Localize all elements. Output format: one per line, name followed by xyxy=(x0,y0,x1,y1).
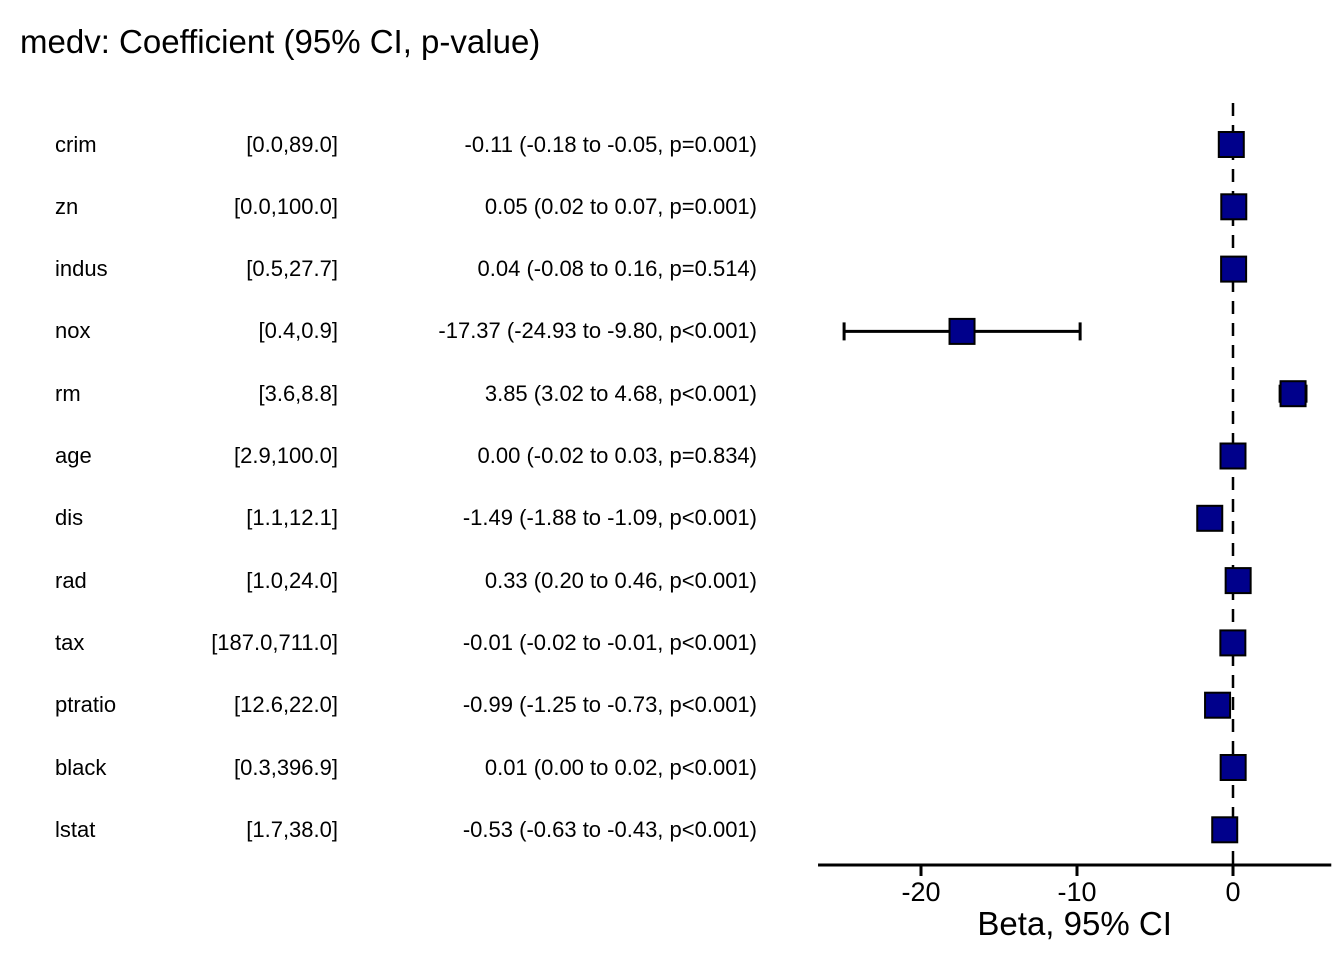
effect-estimate-square xyxy=(1219,629,1247,657)
effect-estimate-square xyxy=(1224,567,1252,595)
x-axis-tick-label: -20 xyxy=(901,877,941,907)
row-estimate-label: -0.99 (-1.25 to -0.73, p<0.001) xyxy=(462,692,757,718)
row-variable-label: black xyxy=(55,754,107,780)
row-range-label: [12.6,22.0] xyxy=(234,692,338,718)
row-variable-label: crim xyxy=(55,131,97,157)
x-axis-tick-label: -10 xyxy=(1057,877,1097,907)
row-range-label: [1.7,38.0] xyxy=(246,816,338,842)
figure-title: medv: Coefficient (95% CI, p-value) xyxy=(20,23,541,60)
row-variable-label: rad xyxy=(55,567,87,593)
row-range-label: [1.1,12.1] xyxy=(246,505,338,531)
effect-estimate-square xyxy=(1219,442,1247,470)
row-variable-label: dis xyxy=(55,505,84,531)
row-variable-label: tax xyxy=(55,629,85,655)
effect-estimate-square xyxy=(1220,193,1248,221)
row-estimate-label: -0.11 (-0.18 to -0.05, p=0.001) xyxy=(464,131,758,157)
row-estimate-label: 0.33 (0.20 to 0.46, p<0.001) xyxy=(484,567,757,593)
x-axis-tick-label: 0 xyxy=(1225,877,1241,907)
row-variable-label: zn xyxy=(55,193,79,219)
row-estimate-label: 0.00 (-0.02 to 0.03, p=0.834) xyxy=(477,443,757,468)
row-estimate-label: 0.01 (0.00 to 0.02, p<0.001) xyxy=(484,754,757,780)
row-variable-label: age xyxy=(55,443,92,468)
effect-estimate-square xyxy=(1219,754,1247,781)
effect-estimate-square xyxy=(1204,691,1232,719)
row-range-label: [0.0,89.0] xyxy=(246,131,338,157)
row-estimate-label: -0.53 (-0.63 to -0.43, p<0.001) xyxy=(462,816,757,842)
row-range-label: [187.0,711.0] xyxy=(211,629,338,655)
row-range-label: [0.0,100.0] xyxy=(234,193,338,219)
effect-estimate-square xyxy=(1217,131,1245,158)
row-variable-label: rm xyxy=(55,380,81,406)
row-estimate-label: -17.37 (-24.93 to -9.80, p<0.001) xyxy=(438,318,757,344)
row-range-label: [0.4,0.9] xyxy=(258,318,338,344)
row-variable-label: lstat xyxy=(55,816,96,842)
row-range-label: [2.9,100.0] xyxy=(234,443,338,468)
row-variable-label: ptratio xyxy=(55,692,117,718)
effect-estimate-square xyxy=(1220,255,1248,283)
row-estimate-label: 0.05 (0.02 to 0.07, p=0.001) xyxy=(484,193,757,219)
row-range-label: [0.5,27.7] xyxy=(246,256,338,282)
row-estimate-label: -1.49 (-1.88 to -1.09, p<0.001) xyxy=(462,505,757,531)
effect-estimate-square xyxy=(1196,504,1224,532)
row-range-label: [0.3,396.9] xyxy=(234,754,338,780)
x-axis-title: Beta, 95% CI xyxy=(977,905,1172,942)
row-estimate-label: 0.04 (-0.08 to 0.16, p=0.514) xyxy=(477,256,757,282)
row-variable-label: indus xyxy=(55,256,108,282)
row-range-label: [3.6,8.8] xyxy=(258,380,338,406)
effect-estimate-square xyxy=(948,317,976,345)
row-variable-label: nox xyxy=(55,318,91,344)
effect-estimate-square xyxy=(1211,816,1239,844)
row-estimate-label: -0.01 (-0.02 to -0.01, p<0.001) xyxy=(462,629,757,655)
row-range-label: [1.0,24.0] xyxy=(246,567,338,593)
effect-estimate-square xyxy=(1279,380,1307,408)
row-estimate-label: 3.85 (3.02 to 4.68, p<0.001) xyxy=(484,380,757,406)
